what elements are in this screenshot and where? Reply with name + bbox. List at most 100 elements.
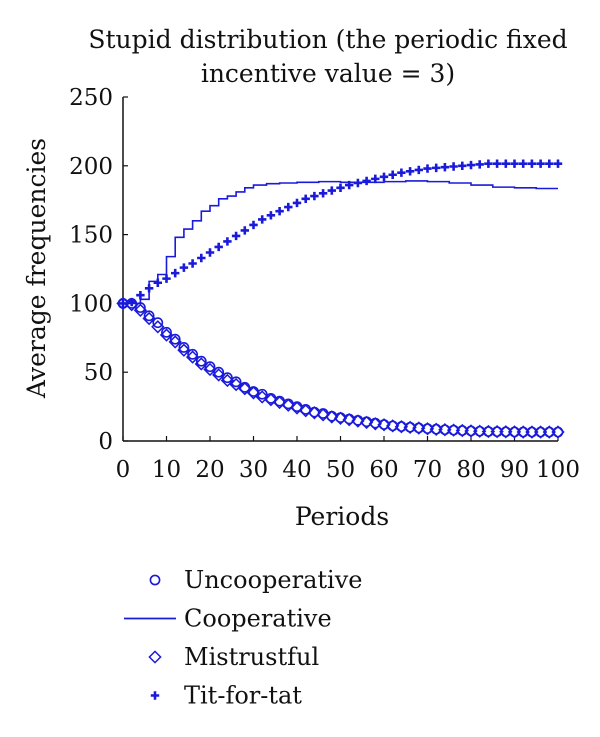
data-point — [205, 248, 215, 257]
data-point — [223, 237, 232, 246]
series-mistrustful — [116, 296, 565, 439]
data-point — [316, 408, 330, 422]
data-point — [458, 161, 467, 170]
data-point — [168, 335, 182, 349]
data-point — [284, 202, 293, 212]
data-point — [388, 170, 397, 179]
data-point — [249, 220, 258, 230]
data-point — [118, 299, 128, 308]
y-tick-label: 0 — [98, 429, 113, 455]
data-point — [290, 401, 304, 415]
data-point — [533, 425, 548, 439]
x-tick-label: 50 — [326, 457, 355, 483]
data-point — [246, 386, 261, 400]
data-point — [342, 413, 356, 427]
data-point — [213, 366, 225, 378]
legend-marker-icon — [149, 574, 161, 586]
data-point — [351, 414, 365, 428]
data-point — [231, 231, 241, 241]
x-tick-label: 80 — [456, 457, 485, 483]
series-tit-for-tat — [118, 159, 563, 308]
data-point — [536, 159, 545, 168]
data-point — [551, 425, 565, 439]
chart-title-line-1: Stupid distribution (the periodic fixed — [88, 25, 567, 54]
y-tick-label: 250 — [69, 85, 113, 111]
x-tick-label: 70 — [413, 457, 442, 483]
y-axis: 0 50 100 150 200 250 — [69, 85, 128, 455]
series-line — [123, 180, 558, 305]
data-point — [310, 191, 319, 201]
legend-marker-icon — [150, 691, 160, 700]
data-point — [212, 368, 226, 382]
data-point — [185, 350, 200, 364]
data-point — [188, 259, 197, 268]
data-point — [432, 163, 441, 173]
x-tick-label: 40 — [282, 457, 311, 483]
data-point — [492, 159, 502, 168]
data-point — [152, 317, 164, 329]
data-point — [345, 180, 354, 190]
y-tick-label: 200 — [69, 154, 113, 180]
data-point — [377, 418, 391, 432]
data-point — [464, 424, 478, 438]
data-point — [178, 342, 190, 353]
chart-title-line-2: incentive value = 3) — [201, 59, 455, 88]
data-point — [229, 377, 243, 392]
data-point — [177, 343, 191, 357]
data-point — [162, 274, 171, 283]
data-point — [307, 406, 322, 420]
data-point — [449, 162, 458, 171]
data-point — [281, 398, 295, 412]
y-tick-label: 100 — [69, 291, 113, 317]
legend-label: Uncooperative — [184, 566, 362, 594]
data-point — [327, 186, 336, 195]
data-point — [475, 160, 484, 169]
series-cooperative — [123, 180, 558, 305]
data-point — [143, 310, 155, 322]
data-point — [187, 348, 198, 360]
data-point — [353, 178, 363, 188]
x-axis-label: Periods — [295, 502, 389, 531]
data-point — [275, 207, 284, 216]
data-point — [438, 423, 452, 437]
data-point — [516, 425, 530, 439]
data-point — [412, 421, 426, 435]
data-point — [255, 390, 269, 404]
data-point — [519, 159, 528, 168]
data-point — [484, 159, 493, 168]
legend-item: Tit-for-tat — [150, 682, 302, 710]
data-point — [264, 393, 278, 407]
chart-title: Stupid distribution (the periodic fixed … — [88, 25, 567, 88]
data-point — [362, 176, 371, 186]
data-point — [420, 422, 435, 436]
data-point — [525, 425, 539, 439]
data-point — [116, 296, 130, 311]
data-point — [136, 290, 145, 300]
data-point — [197, 253, 206, 263]
data-point — [359, 415, 374, 430]
data-point — [266, 211, 276, 220]
data-point — [301, 194, 310, 204]
x-tick-label: 60 — [369, 457, 398, 483]
data-point — [394, 420, 409, 434]
data-point — [455, 423, 469, 438]
data-point — [440, 162, 450, 172]
data-point — [371, 174, 380, 184]
series-uncooperative — [117, 297, 564, 438]
data-point — [195, 355, 207, 367]
data-point — [368, 417, 382, 431]
data-point — [194, 357, 208, 371]
y-tick-label: 50 — [84, 360, 113, 386]
data-point — [473, 424, 487, 438]
data-point — [379, 172, 389, 182]
data-point — [405, 167, 415, 176]
data-point — [466, 160, 476, 170]
data-point — [325, 410, 339, 424]
data-point — [153, 278, 162, 287]
data-point — [238, 382, 252, 396]
data-point — [397, 168, 406, 177]
data-point — [545, 159, 554, 168]
data-point — [414, 165, 423, 175]
legend-label: Mistrustful — [184, 643, 319, 671]
